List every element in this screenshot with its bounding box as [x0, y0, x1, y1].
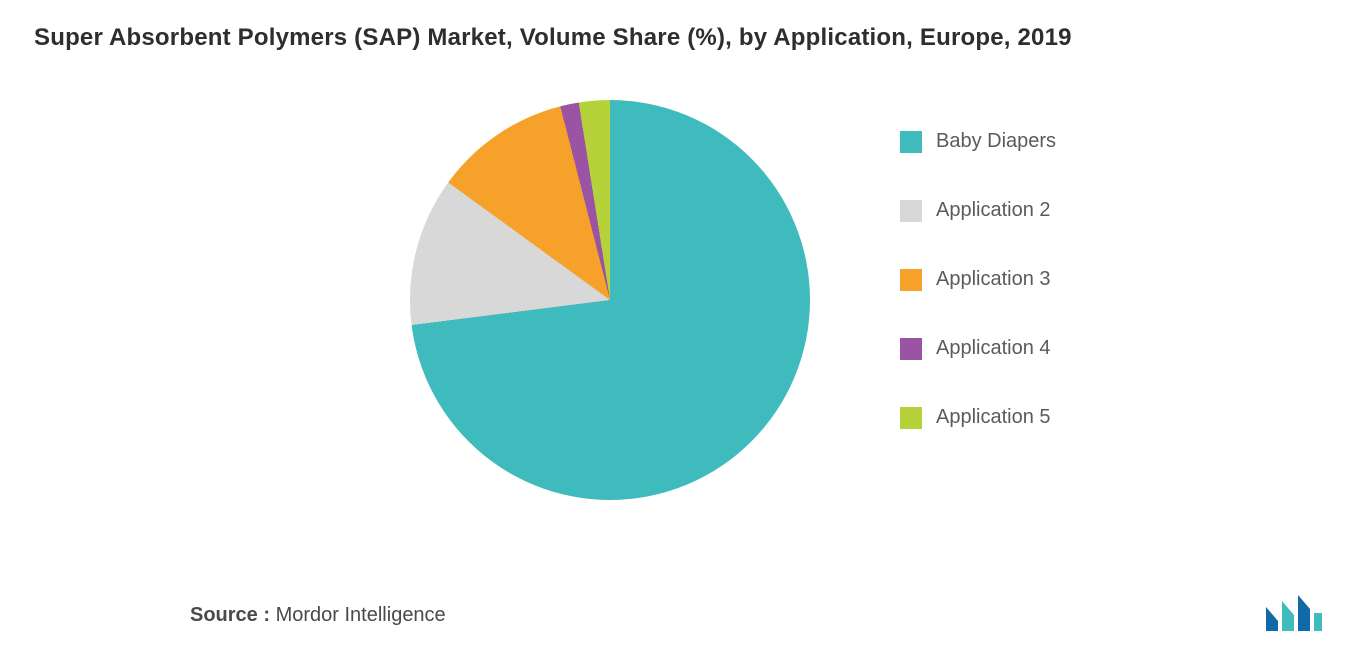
legend-item: Application 4 [900, 337, 1200, 360]
legend-item: Application 2 [900, 199, 1200, 222]
legend-item: Baby Diapers [900, 130, 1200, 153]
legend-label: Baby Diapers [936, 130, 1056, 153]
legend-swatch-icon [900, 407, 922, 429]
legend-swatch-icon [900, 200, 922, 222]
legend-swatch-icon [900, 131, 922, 153]
chart-title: Super Absorbent Polymers (SAP) Market, V… [34, 22, 1332, 53]
legend-item: Application 3 [900, 268, 1200, 291]
legend-item: Application 5 [900, 406, 1200, 429]
source-value: Mordor Intelligence [276, 604, 446, 626]
legend-label: Application 5 [936, 406, 1051, 429]
legend-label: Application 3 [936, 268, 1051, 291]
chart-card: Super Absorbent Polymers (SAP) Market, V… [0, 0, 1366, 655]
footer: Source : Mordor Intelligence [0, 593, 1366, 633]
mordor-logo-icon [1264, 593, 1324, 633]
chart-area: Baby Diapers Application 2 Application 3 Ap… [0, 70, 1366, 540]
legend: Baby Diapers Application 2 Application 3 Ap… [900, 130, 1200, 475]
source-label: Source : [190, 604, 270, 626]
legend-label: Application 4 [936, 337, 1051, 360]
source-line: Source : Mordor Intelligence [190, 604, 446, 627]
legend-swatch-icon [900, 269, 922, 291]
legend-label: Application 2 [936, 199, 1051, 222]
pie-chart [410, 100, 810, 500]
legend-swatch-icon [900, 338, 922, 360]
